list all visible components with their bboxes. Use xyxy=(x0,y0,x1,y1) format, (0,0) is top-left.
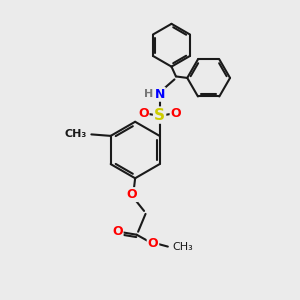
Text: S: S xyxy=(154,108,165,123)
Text: O: O xyxy=(127,188,137,201)
Text: CH₃: CH₃ xyxy=(65,129,87,140)
Text: O: O xyxy=(148,237,158,250)
Text: N: N xyxy=(154,88,165,101)
Text: O: O xyxy=(171,107,181,120)
Text: CH₃: CH₃ xyxy=(172,242,193,252)
Text: H: H xyxy=(144,89,153,99)
Text: O: O xyxy=(112,225,123,238)
Text: O: O xyxy=(138,107,148,120)
